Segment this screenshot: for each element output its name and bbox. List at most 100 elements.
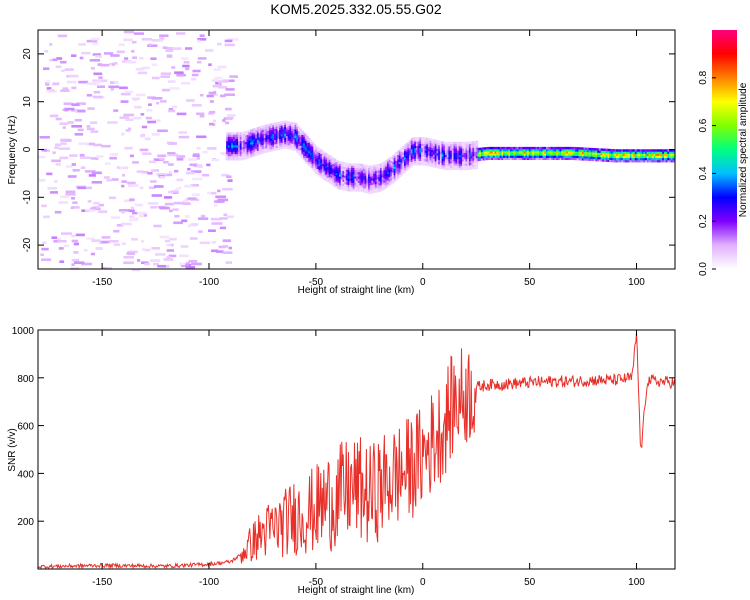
spectrogram-cell: [301, 136, 304, 140]
spectrogram-cell: [410, 144, 414, 148]
spectrogram-cell: [282, 146, 285, 149]
spectrogram-cell: [429, 149, 432, 152]
spectrogram-cell: [474, 140, 477, 144]
spectrogram-cell: [475, 166, 479, 169]
spectrogram-cell: [327, 158, 330, 161]
spectrogram-cell: [333, 180, 337, 183]
spectrogram-cell: [672, 151, 675, 154]
spectrogram-cell: [446, 159, 450, 162]
spectrogram-cell: [78, 142, 89, 145]
spectrogram-cell: [612, 151, 615, 154]
spectrogram-cell: [234, 145, 238, 148]
spectrogram-cell: [504, 157, 508, 160]
spectrogram-cell: [301, 149, 304, 153]
spectrogram-cell: [250, 150, 253, 154]
spectrogram-cell: [231, 147, 234, 150]
spectrogram-cell: [320, 158, 323, 161]
spectrogram-cell: [40, 253, 44, 256]
spectrogram-cell: [318, 161, 321, 164]
spectrogram-cell: [224, 43, 235, 47]
spectrogram-cell: [491, 151, 494, 154]
spectrogram-cell: [268, 143, 272, 146]
spectrogram-cell: [503, 146, 506, 150]
spectrogram-cell: [537, 151, 540, 154]
spectrogram-cell: [277, 141, 280, 144]
spectrogram-cell: [71, 263, 75, 266]
spectrogram-cell: [253, 132, 256, 135]
spectrogram-cell: [614, 155, 617, 159]
spectrogram-cell: [231, 151, 234, 155]
spectrogram-cell: [296, 148, 299, 151]
spectrogram-cell: [397, 169, 400, 173]
spectrogram-cell: [460, 146, 463, 149]
spectrogram-cell: [407, 160, 410, 163]
spectrogram-cell: [342, 175, 345, 178]
spectrogram-cell: [566, 155, 569, 158]
spectrogram-cell: [458, 159, 462, 162]
spectrogram-cell: [244, 131, 248, 134]
spectrogram-cell: [551, 146, 554, 150]
spectrogram-cell: [508, 151, 511, 154]
spectrogram-cell: [446, 144, 450, 147]
spectrogram-cell: [438, 155, 441, 158]
spectrogram-cell: [111, 216, 120, 219]
spectrogram-cell: [315, 167, 318, 170]
spectrogram-cell: [545, 151, 549, 154]
spectrogram-cell: [318, 167, 321, 171]
spectrogram-cell: [55, 117, 62, 121]
spectrogram-cell: [424, 139, 427, 142]
spectrogram-cell: [542, 155, 545, 158]
spectrogram-cell: [350, 182, 354, 186]
spectrogram-cell: [286, 138, 289, 141]
spectrogram-cell: [274, 122, 277, 125]
spectrogram-cell: [368, 178, 371, 181]
spectrogram-cell: [267, 137, 270, 140]
spectrogram-cell: [569, 149, 573, 152]
spectrogram-cell: [301, 130, 304, 133]
spectrogram-cell: [39, 179, 46, 182]
spectrogram-cell: [282, 120, 285, 123]
spectrogram-cell: [451, 156, 455, 160]
spectrogram-cell: [185, 47, 193, 50]
spectrogram-cell: [660, 151, 663, 154]
spectrogram-cell: [366, 178, 369, 181]
spectrogram-cell: [535, 146, 538, 150]
spectrogram-cell: [352, 163, 356, 166]
spectrogram-cell: [176, 32, 186, 35]
spectrogram-cell: [272, 142, 275, 145]
spectrogram-cell: [441, 147, 444, 151]
spectrogram-cell: [347, 180, 350, 183]
spectrogram-cell: [282, 129, 285, 132]
spectrogram-cell: [289, 134, 292, 137]
spectrogram-cell: [342, 168, 345, 171]
spectrogram-cell: [226, 138, 229, 142]
spectrogram-cell: [388, 179, 391, 182]
spectrogram-cell: [337, 165, 340, 168]
spectrogram-cell: [301, 132, 304, 135]
spectrogram-cell: [191, 170, 202, 173]
spectrogram-cell: [448, 152, 451, 155]
spectrogram-cell: [58, 201, 69, 204]
spectrogram-cell: [101, 144, 111, 148]
spectrogram-cell: [315, 171, 318, 174]
spectrogram-cell: [330, 171, 333, 174]
spectrogram-cell: [221, 173, 229, 177]
spectrogram-cell: [274, 141, 277, 145]
spectrogram-cell: [563, 151, 566, 154]
spectrogram-cell: [246, 141, 249, 144]
spectrogram-cell: [457, 167, 460, 171]
spectrogram-cell: [653, 149, 656, 152]
spectrogram-cell: [282, 124, 285, 128]
spectrogram-cell: [349, 174, 352, 177]
spectrogram-cell: [89, 59, 101, 62]
spectrogram-cell: [294, 146, 297, 149]
spectrogram-cell: [455, 148, 458, 151]
spectrogram-cell: [303, 158, 306, 161]
spectrogram-cell: [439, 153, 443, 157]
spectrogram-cell: [378, 168, 381, 171]
spectrogram-cell: [364, 179, 367, 183]
spectrogram-cell: [669, 151, 672, 154]
spectrogram-cell: [581, 151, 585, 155]
spectrogram-cell: [234, 138, 238, 142]
spectrogram-cell: [414, 162, 417, 166]
